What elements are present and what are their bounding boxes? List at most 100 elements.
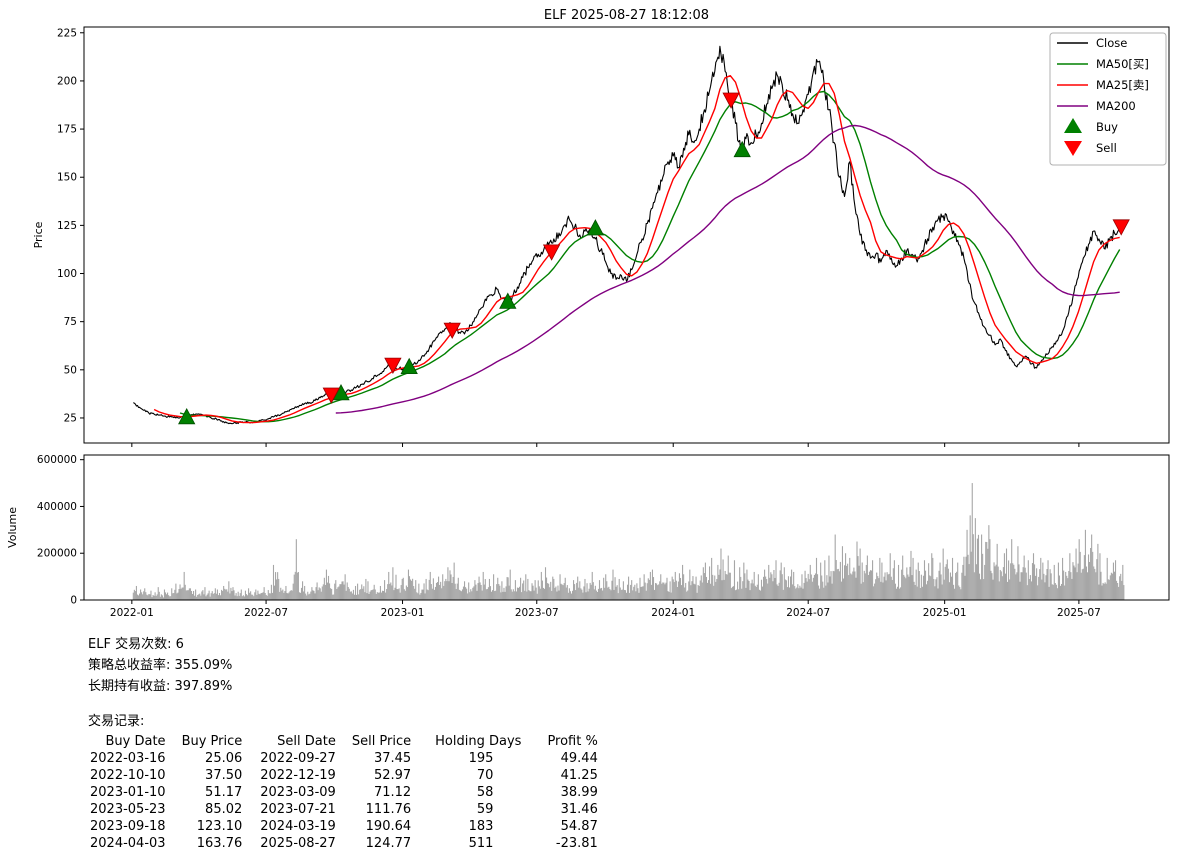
table-cell: 49.44 bbox=[560, 751, 598, 766]
table-cell: 2022-10-10 bbox=[90, 768, 166, 783]
table-row: 2024-04-03 163.76 2025-08-27 124.77 511 -23.8… bbox=[88, 835, 598, 852]
buy-markers bbox=[178, 140, 751, 425]
table-cell: 71.12 bbox=[373, 785, 412, 800]
svg-text:2023-01: 2023-01 bbox=[381, 607, 425, 619]
table-cell: 511 bbox=[468, 836, 494, 851]
table-cell: 2022-03-16 bbox=[90, 751, 166, 766]
svg-text:25: 25 bbox=[64, 412, 77, 424]
volume-axis-label: Volume bbox=[6, 507, 19, 548]
price-panel-border bbox=[83, 26, 1170, 444]
chart-title: ELF 2025-08-27 18:12:08 bbox=[544, 8, 709, 23]
table-cell: 70 bbox=[476, 768, 494, 783]
table-cell: -23.81 bbox=[555, 836, 598, 851]
svg-text:100: 100 bbox=[57, 268, 77, 280]
legend-label: Buy bbox=[1096, 120, 1118, 134]
sell-marker bbox=[1112, 219, 1130, 236]
table-cell: 37.50 bbox=[205, 768, 243, 783]
table-cell: 183 bbox=[468, 819, 494, 834]
table-header-cell: Holding Days bbox=[435, 734, 522, 749]
table-cell: 25.06 bbox=[205, 751, 243, 766]
sell-marker bbox=[384, 357, 402, 374]
buy-marker bbox=[586, 219, 605, 236]
ma50-line bbox=[179, 90, 1121, 423]
legend-label: MA200 bbox=[1096, 99, 1136, 113]
table-cell: 41.25 bbox=[560, 768, 598, 783]
table-cell: 2023-01-10 bbox=[90, 785, 166, 800]
buy-marker bbox=[400, 357, 418, 374]
buy-marker bbox=[499, 292, 517, 309]
table-row: 2023-05-23 85.02 2023-07-21 111.76 59 31.46 bbox=[88, 801, 598, 818]
table-row: 2023-09-18 123.10 2024-03-19 190.64 183 54.87 bbox=[88, 818, 598, 835]
strategy-summary: ELF 交易次数: 6 策略总收益率: 355.09% 长期持有收益: 397.… bbox=[88, 634, 598, 852]
close-line bbox=[133, 45, 1121, 425]
svg-text:2024-07: 2024-07 bbox=[786, 607, 830, 619]
sell-marker bbox=[322, 387, 340, 404]
svg-text:0: 0 bbox=[70, 595, 77, 607]
buyhold-return-line: 长期持有收益: 397.89% bbox=[88, 679, 233, 694]
legend: Close MA50[买] MA25[卖] MA200 Buy Sell bbox=[1049, 32, 1167, 166]
svg-text:200: 200 bbox=[57, 75, 77, 87]
ma200-line bbox=[335, 124, 1120, 414]
table-cell: 195 bbox=[468, 751, 494, 766]
table-header-cell: Buy Date bbox=[105, 734, 166, 749]
table-header-cell: Buy Price bbox=[181, 734, 243, 749]
table-cell: 190.64 bbox=[365, 819, 412, 834]
svg-text:150: 150 bbox=[57, 172, 77, 184]
table-cell: 85.02 bbox=[205, 802, 243, 817]
legend-label: Sell bbox=[1096, 141, 1117, 155]
table-cell: 2023-03-09 bbox=[260, 785, 336, 800]
strategy-return-line: 策略总收益率: 355.09% bbox=[88, 658, 233, 673]
table-cell: 59 bbox=[476, 802, 494, 817]
legend-label: MA25[卖] bbox=[1096, 78, 1149, 92]
table-cell: 2023-07-21 bbox=[260, 802, 336, 817]
legend-buy-marker bbox=[1064, 118, 1082, 133]
legend-label: Close bbox=[1096, 36, 1127, 50]
buy-marker bbox=[733, 140, 751, 158]
table-cell: 2023-09-18 bbox=[90, 819, 166, 834]
svg-text:75: 75 bbox=[64, 316, 77, 328]
table-row: 2023-01-10 51.17 2023-03-09 71.12 58 38.99 bbox=[88, 784, 598, 801]
sell-marker bbox=[722, 92, 740, 109]
volume-bars bbox=[132, 483, 1125, 600]
price-volume-chart: 25 50 75 100 125 150 175 200 225 0 200000 400000 600… bbox=[6, 8, 1170, 619]
table-cell: 2024-04-03 bbox=[90, 836, 166, 851]
table-header-cell: Sell Date bbox=[277, 734, 336, 749]
svg-text:2022-01: 2022-01 bbox=[110, 607, 154, 619]
table-cell: 2023-05-23 bbox=[90, 802, 166, 817]
table-cell: 163.76 bbox=[196, 836, 243, 851]
sell-marker bbox=[443, 322, 461, 339]
table-cell: 2022-12-19 bbox=[260, 768, 336, 783]
x-axis: 2022-01 2022-07 2023-01 2023-07 2024-01 2024-… bbox=[110, 443, 1101, 619]
svg-text:2025-01: 2025-01 bbox=[923, 607, 967, 619]
table-cell: 38.99 bbox=[560, 785, 598, 800]
sell-markers bbox=[322, 92, 1130, 404]
legend-label: MA50[买] bbox=[1096, 57, 1149, 71]
price-axis-label: Price bbox=[32, 221, 45, 248]
svg-text:125: 125 bbox=[57, 220, 77, 232]
table-cell: 2022-09-27 bbox=[260, 751, 336, 766]
svg-text:2024-01: 2024-01 bbox=[651, 607, 695, 619]
sell-marker bbox=[542, 244, 561, 261]
svg-text:400000: 400000 bbox=[37, 501, 77, 513]
table-cell: 111.76 bbox=[365, 802, 412, 817]
svg-text:2023-07: 2023-07 bbox=[515, 607, 559, 619]
table-cell: 58 bbox=[476, 785, 494, 800]
svg-text:2022-07: 2022-07 bbox=[244, 607, 288, 619]
buy-marker bbox=[178, 407, 196, 425]
volume-panel-border bbox=[83, 454, 1170, 601]
svg-text:600000: 600000 bbox=[37, 454, 77, 466]
trades-table: Buy Date Buy Price Sell Date Sell Price Hold… bbox=[88, 733, 598, 852]
table-header-cell: Profit % bbox=[547, 734, 598, 749]
ma25-line bbox=[153, 75, 1120, 424]
table-cell: 2024-03-19 bbox=[260, 819, 336, 834]
table-header-row: Buy Date Buy Price Sell Date Sell Price Hold… bbox=[88, 733, 598, 750]
volume-axis: 0 200000 400000 600000 bbox=[37, 454, 84, 607]
legend-sell-marker bbox=[1064, 141, 1082, 156]
table-cell: 123.10 bbox=[196, 819, 243, 834]
table-cell: 124.77 bbox=[365, 836, 412, 851]
trades-count-line: ELF 交易次数: 6 bbox=[88, 637, 184, 652]
table-header-cell: Sell Price bbox=[351, 734, 412, 749]
table-cell: 31.46 bbox=[560, 802, 598, 817]
svg-text:200000: 200000 bbox=[37, 548, 77, 560]
